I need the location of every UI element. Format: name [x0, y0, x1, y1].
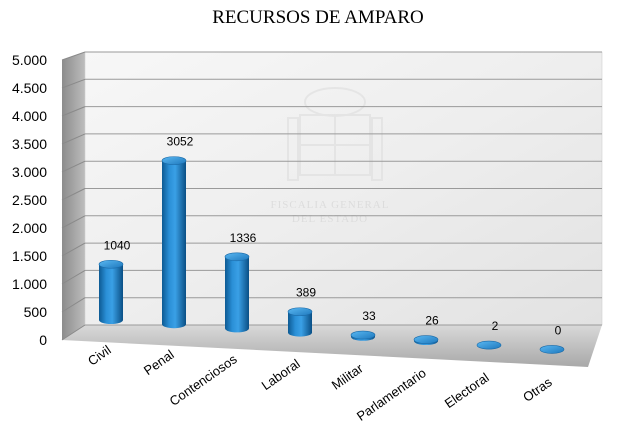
data-label: 2 — [492, 319, 499, 333]
bar — [161, 156, 187, 329]
side-wall — [62, 52, 85, 340]
y-tick-label: 5.000 — [12, 52, 47, 68]
x-tick-label: Penal — [141, 347, 177, 378]
x-tick-label: Laboral — [259, 356, 303, 393]
bar-body — [225, 256, 249, 333]
bar-body — [288, 311, 312, 337]
watermark-line1: FISCALIA GENERAL — [271, 199, 390, 211]
bar-cap — [539, 345, 565, 354]
gridline-side — [61, 133, 86, 145]
bar — [413, 335, 439, 345]
bar-body — [162, 160, 186, 329]
y-tick-label: 1.500 — [12, 248, 47, 264]
data-label: 26 — [425, 314, 439, 328]
chart-floor — [62, 325, 602, 367]
x-tick-label: Contenciosos — [167, 351, 241, 409]
gridline-side — [61, 324, 86, 341]
gridline-side — [61, 106, 86, 117]
x-tick-label: Parlamentario — [354, 365, 429, 424]
bar-cap — [413, 335, 439, 344]
data-label: 389 — [296, 286, 316, 300]
y-tick-label: 2.000 — [12, 220, 47, 236]
y-tick-label: 2.500 — [12, 192, 47, 208]
bar-cap — [476, 340, 502, 350]
y-tick-label: 3.000 — [12, 164, 47, 180]
gridline-side — [61, 188, 86, 201]
watermark-line2: DEL ESTADO — [292, 213, 368, 225]
bar — [350, 330, 376, 341]
bar-cap — [161, 156, 187, 165]
bar-cap — [287, 307, 313, 317]
bar — [98, 259, 124, 324]
bar — [287, 307, 313, 337]
bar-cap — [224, 252, 250, 262]
y-tick-label: 0 — [39, 332, 47, 348]
bar — [539, 345, 565, 354]
x-tick-label: Militar — [329, 360, 367, 393]
data-label: 0 — [555, 323, 562, 337]
gridline-side — [61, 51, 86, 61]
bar-cap — [350, 330, 376, 340]
x-tick-label: Civil — [85, 342, 114, 368]
gridline-side — [61, 215, 86, 229]
bars — [98, 156, 565, 354]
gridline-side — [61, 242, 86, 257]
value-labels: 1040 3052 1336 389 33 26 2 0 — [104, 135, 562, 338]
bar — [224, 252, 250, 333]
data-label: 3052 — [167, 135, 194, 149]
data-label: 33 — [362, 309, 376, 323]
y-axis-ticks: 0 500 1.000 1.500 2.000 2.500 3.000 3.500 4.000 4… — [12, 52, 47, 348]
bar — [476, 340, 502, 350]
gridline-side — [61, 78, 86, 89]
bar-cap — [98, 259, 124, 269]
x-tick-label: Otras — [520, 374, 555, 405]
data-label: 1040 — [104, 238, 131, 252]
gridline-side — [61, 160, 86, 173]
y-tick-label: 4.000 — [12, 108, 47, 124]
bar-body — [99, 264, 123, 324]
y-tick-label: 4.500 — [12, 80, 47, 96]
y-tick-label: 3.500 — [12, 136, 47, 152]
y-tick-label: 500 — [24, 304, 48, 320]
chart-title: RECURSOS DE AMPARO — [212, 7, 424, 28]
x-tick-label: Electoral — [442, 370, 492, 411]
gridline-side — [61, 269, 86, 285]
gridline-side — [61, 297, 86, 313]
data-label: 1336 — [230, 231, 257, 245]
y-tick-label: 1.000 — [12, 276, 47, 292]
